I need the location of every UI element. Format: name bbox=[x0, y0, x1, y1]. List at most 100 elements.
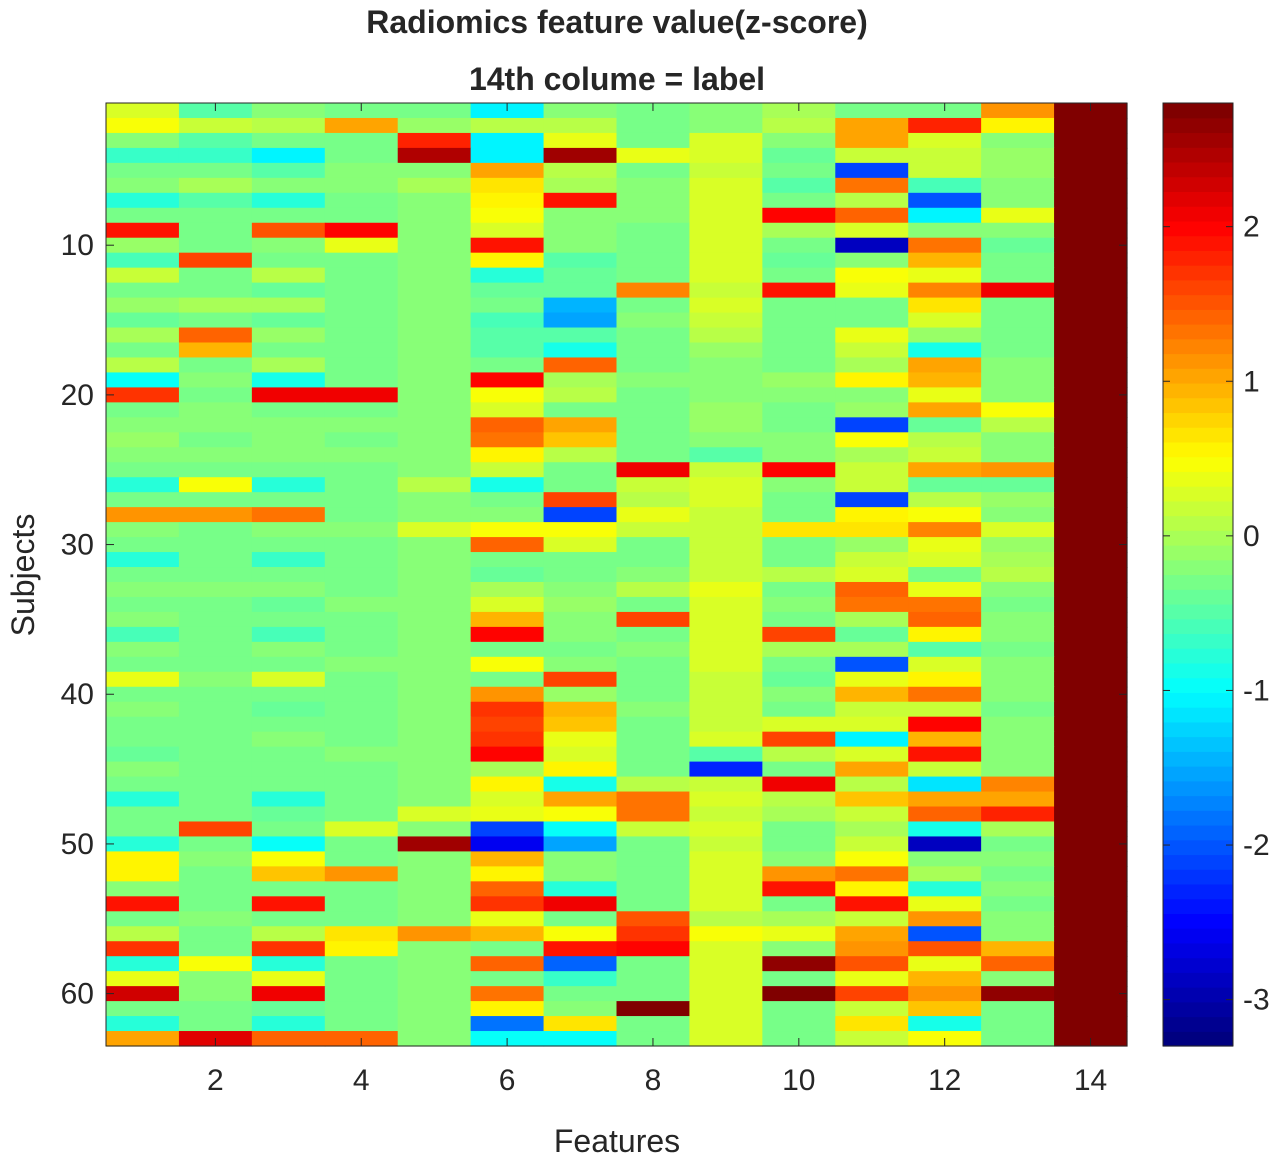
heatmap-cell bbox=[251, 851, 326, 867]
heatmap-cell bbox=[397, 911, 472, 927]
heatmap-cell bbox=[470, 776, 545, 793]
heatmap-cell bbox=[106, 626, 180, 643]
heatmap-cell bbox=[178, 971, 253, 987]
heatmap-cell bbox=[397, 252, 472, 269]
heatmap-cell bbox=[981, 686, 1055, 703]
heatmap-cell bbox=[1054, 1001, 1128, 1017]
heatmap-cell bbox=[1054, 477, 1128, 493]
heatmap-cell bbox=[1054, 177, 1128, 194]
heatmap-cell bbox=[106, 1016, 180, 1032]
heatmap-cell bbox=[981, 282, 1055, 299]
heatmap-cell bbox=[616, 896, 691, 912]
heatmap-cell bbox=[689, 267, 763, 284]
heatmap-cell bbox=[835, 896, 909, 912]
heatmap-cell bbox=[762, 282, 836, 299]
heatmap-cell bbox=[908, 567, 982, 583]
heatmap-cell bbox=[616, 402, 691, 418]
heatmap-cell bbox=[616, 117, 691, 134]
heatmap-cell bbox=[106, 402, 180, 418]
heatmap-cell bbox=[106, 252, 180, 269]
colorbar-segment bbox=[1163, 810, 1233, 826]
heatmap-cell bbox=[324, 716, 399, 733]
heatmap-cell bbox=[397, 327, 472, 344]
heatmap-cell bbox=[106, 761, 180, 778]
heatmap-cell bbox=[835, 402, 909, 418]
heatmap-cell bbox=[689, 522, 763, 538]
colorbar-segment bbox=[1163, 397, 1233, 414]
heatmap-cell bbox=[908, 911, 982, 927]
chart-title-line-2: 14th colume = label bbox=[469, 61, 765, 97]
heatmap-cell bbox=[1054, 716, 1128, 733]
heatmap-cell bbox=[981, 432, 1055, 448]
heatmap-cell bbox=[981, 342, 1055, 359]
heatmap-cell bbox=[981, 836, 1055, 853]
heatmap-cell bbox=[251, 522, 326, 538]
heatmap-cell bbox=[762, 896, 836, 912]
heatmap-cell bbox=[251, 926, 326, 942]
colorbar-segment bbox=[1163, 780, 1233, 797]
colorbar-segment bbox=[1163, 574, 1233, 590]
heatmap-cell bbox=[178, 701, 253, 718]
heatmap-cell bbox=[616, 477, 691, 493]
heatmap-cell bbox=[470, 956, 545, 972]
colorbar-ticks: 2 1 0 -1 -2 -3 bbox=[1163, 211, 1270, 1017]
heatmap-cell bbox=[470, 656, 545, 673]
heatmap-cell bbox=[106, 103, 180, 119]
heatmap-cell bbox=[835, 537, 909, 553]
heatmap-cell bbox=[908, 177, 982, 194]
heatmap-cell bbox=[324, 791, 399, 808]
heatmap-cell bbox=[908, 731, 982, 748]
heatmap-cell bbox=[1054, 567, 1128, 583]
heatmap-cell bbox=[178, 881, 253, 897]
heatmap-cell bbox=[835, 357, 909, 374]
colorbar-segment bbox=[1163, 928, 1233, 944]
colorbar-segment bbox=[1163, 117, 1233, 134]
heatmap-cell bbox=[835, 686, 909, 703]
heatmap-cell bbox=[835, 447, 909, 463]
heatmap-cell bbox=[835, 746, 909, 763]
heatmap-cell bbox=[616, 791, 691, 808]
heatmap-cell bbox=[1054, 522, 1128, 538]
heatmap-cell bbox=[616, 626, 691, 643]
colorbar bbox=[1163, 103, 1233, 1047]
x-tick-label: 2 bbox=[207, 1064, 224, 1097]
heatmap-cell bbox=[324, 252, 399, 269]
heatmap-cell bbox=[397, 282, 472, 299]
heatmap-cell bbox=[470, 222, 545, 239]
heatmap-cell bbox=[470, 147, 545, 164]
heatmap-cell bbox=[689, 567, 763, 583]
heatmap-cell bbox=[470, 731, 545, 748]
colorbar-segment bbox=[1163, 751, 1233, 767]
heatmap-cell bbox=[908, 462, 982, 478]
heatmap-cell bbox=[981, 402, 1055, 418]
heatmap-cell bbox=[106, 342, 180, 359]
heatmap-cell bbox=[689, 207, 763, 224]
heatmap-cell bbox=[470, 626, 545, 643]
heatmap-cell bbox=[616, 806, 691, 823]
heatmap-cell bbox=[397, 1016, 472, 1032]
heatmap-cell bbox=[251, 836, 326, 853]
heatmap-cells bbox=[106, 103, 1128, 1047]
heatmap-cell bbox=[689, 222, 763, 239]
heatmap-cell bbox=[178, 507, 253, 523]
heatmap-cell bbox=[689, 402, 763, 418]
heatmap-cell bbox=[762, 866, 836, 882]
heatmap-cell bbox=[543, 417, 618, 433]
heatmap-cell bbox=[1054, 282, 1128, 299]
heatmap-cell bbox=[908, 432, 982, 448]
heatmap-cell bbox=[981, 626, 1055, 643]
heatmap-cell bbox=[178, 626, 253, 643]
heatmap-cell bbox=[689, 926, 763, 942]
heatmap-cell bbox=[106, 222, 180, 239]
heatmap-cell bbox=[1054, 537, 1128, 553]
heatmap-cell bbox=[106, 447, 180, 463]
heatmap-cell bbox=[470, 821, 545, 838]
heatmap-cell bbox=[762, 671, 836, 688]
heatmap-cell bbox=[470, 387, 545, 403]
heatmap-cell bbox=[543, 596, 618, 613]
heatmap-cell bbox=[689, 447, 763, 463]
heatmap-cell bbox=[106, 611, 180, 628]
heatmap-cell bbox=[251, 462, 326, 478]
heatmap-cell bbox=[762, 147, 836, 164]
heatmap-cell bbox=[324, 297, 399, 314]
